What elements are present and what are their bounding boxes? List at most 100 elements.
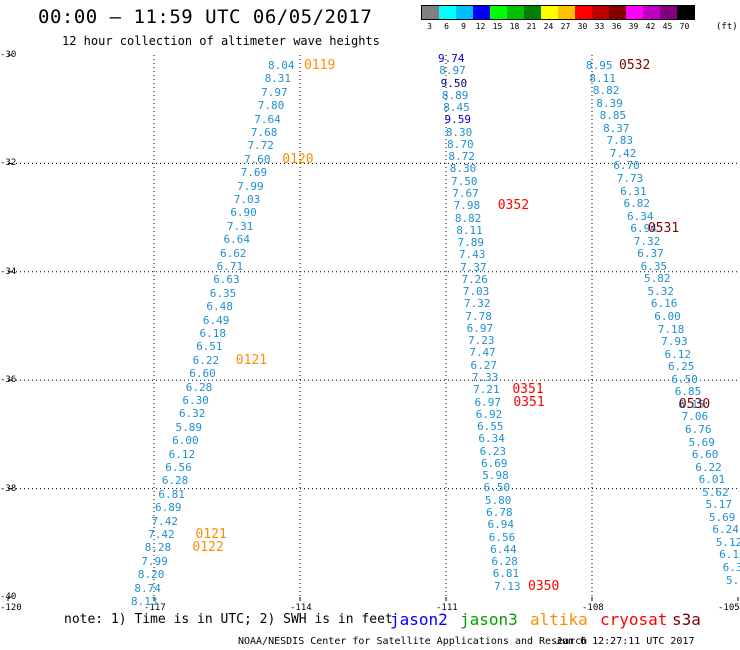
wave-height-label: 7.42 [148,528,175,541]
wave-height-label: 6.44 [490,542,517,556]
legend-label: 42 [645,22,656,31]
y-tick-label: -36 [0,375,17,386]
wave-height-label: 8.30 [449,162,477,176]
wave-height-label: 6.97 [466,321,494,335]
wave-height-label: 6.90 [230,206,257,220]
wave-height-label: 6.32 [178,407,206,421]
pass-time-label: 0530 [678,396,711,412]
wave-height-label: 7.37 [460,260,487,274]
wave-height-label: 7.47 [469,346,496,360]
legend-swatch [558,6,575,19]
wave-height-label: 7.67 [452,186,479,200]
wave-height-label: 6.64 [223,233,250,247]
pass-time-label: 0121 [235,352,268,368]
legend-swatch [575,6,592,19]
wave-height-label: 6.94 [630,222,657,236]
pass-time-label: 0352 [497,198,530,214]
legend-label: 15 [492,22,503,31]
wave-height-label: 6.28 [491,555,518,569]
wave-height-label: 7.43 [458,248,486,262]
wave-height-label: 7.31 [226,219,254,233]
satellite-legend-item: cryosat [600,610,668,629]
x-tick-label: -117 [144,603,166,613]
legend-swatch [677,6,694,19]
legend-swatch [541,6,558,19]
legend-label: 33 [594,22,605,31]
legend-unit: (ft) [716,22,738,32]
wave-height-label: 6.55 [477,420,504,434]
wave-height-label: 8.11 [589,71,616,85]
wave-height-label: 6.27 [470,358,498,372]
legend-swatch [507,6,524,19]
pass-time-label: 0351 [512,382,544,398]
map-subtitle: 12 hour collection of altimeter wave hei… [62,34,380,48]
wave-height-label: 8.97 [439,64,466,78]
wave-height-label: 7.50 [451,174,478,188]
pass-time-label: 0531 [647,221,680,237]
wave-height-label: 6.24 [712,523,739,537]
map-title: 00:00 – 11:59 UTC 06/05/2017 [38,6,373,28]
legend-swatch [456,6,473,19]
legend-label: 36 [611,22,622,31]
legend-swatch [626,6,643,19]
wave-height-label: 6.50 [671,372,698,386]
wave-height-label: 6.16 [650,297,678,311]
wave-height-label: 6.00 [654,310,681,323]
wave-height-label: 7.13 [494,579,521,593]
y-tick-label: -32 [0,158,17,169]
wave-height-label: 8.72 [448,150,475,164]
wave-height-label: 8.74 [134,581,161,595]
wave-height-label: 7.03 [233,193,261,206]
wave-height-label: 7.83 [606,134,633,148]
wave-height-label: 6.28 [161,474,189,488]
wave-height-label: 8.82 [592,84,620,98]
legend-swatch [422,6,439,19]
pass-time-label: 0120 [282,151,314,167]
wave-height-label: 5.98 [482,469,509,483]
wave-height-label: 6.23 [479,444,507,458]
wave-height-label: 7.06 [681,410,709,424]
satellite-legend-item: s3a [672,610,701,629]
wave-height-label: 8.04 [268,59,295,72]
wave-height-label: 7.60 [244,152,271,166]
wave-height-label: 7.97 [261,85,288,99]
satellite-legend-item: jason3 [460,610,518,629]
wave-height-label: 6.15 [678,397,705,411]
wave-height-label: 9.74 [438,52,465,65]
legend-label: 18 [509,22,520,31]
wave-height-label: 6.30 [182,394,209,407]
wave-height-label: 7.89 [457,236,485,250]
wave-height-label: 8.95 [586,59,613,72]
wave-height-label: 7.42 [609,146,637,160]
wave-height-label: 7.93 [661,335,688,349]
x-tick-label: -111 [436,603,458,613]
wave-height-label: 5.80 [484,493,512,507]
wave-height-label: 5.62 [702,485,729,499]
wave-height-label: 6.12 [719,548,740,562]
wave-height-label: 8.13 [131,595,158,608]
wave-height-label: 6.60 [189,367,216,381]
wave-height-label: 6.37 [637,247,664,261]
footer-note: note: 1) Time is in UTC; 2) SWH is in fe… [64,612,393,627]
x-tick-label: -120 [0,603,22,613]
wave-height-label: 6.25 [667,360,695,374]
legend-swatch [643,6,660,19]
wave-height-label: 6.18 [199,327,227,340]
legend-swatch [660,6,677,19]
wave-height-label: 6.62 [220,246,247,260]
wave-height-label: 6.81 [158,487,185,501]
wave-height-label: 6.69 [480,456,508,470]
wave-height-label: 8.45 [443,101,470,115]
y-tick-label: -34 [0,266,17,277]
wave-height-label: 8.82 [454,211,482,225]
wave-height-label: 7.32 [464,297,491,311]
wave-height-label: 6.48 [206,300,233,314]
wave-height-label: 6.01 [698,473,726,487]
wave-height-label: 8.28 [144,541,172,555]
wave-height-label: 7.73 [616,171,644,185]
legend-label: 70 [679,22,690,31]
legend-swatch [490,6,507,19]
wave-height-label: 5.89 [175,420,203,434]
wave-height-label: 7.33 [471,371,499,385]
wave-height-label: 7.80 [257,99,285,113]
